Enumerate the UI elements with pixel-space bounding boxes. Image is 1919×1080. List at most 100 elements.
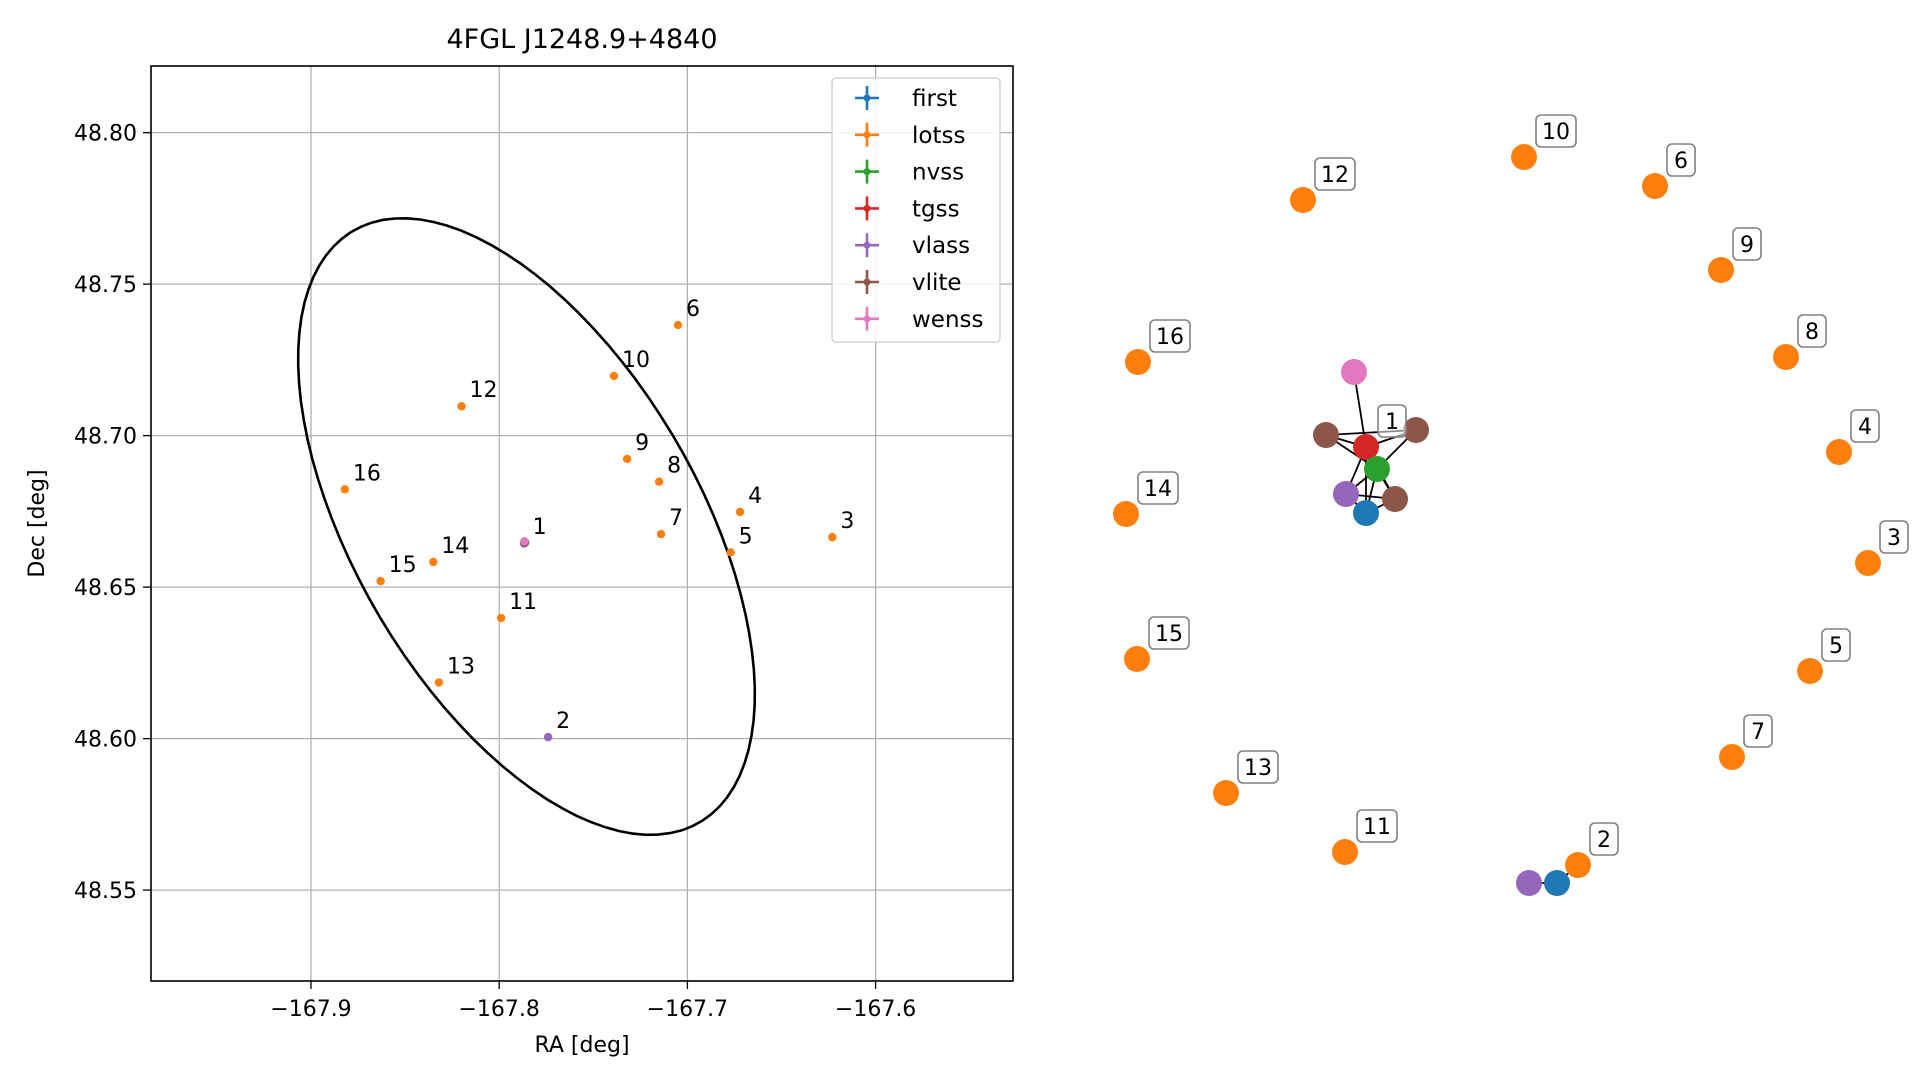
graph-label-box: [1137, 471, 1179, 505]
graph-node-label: 2: [1597, 828, 1611, 853]
graph-node: [1797, 658, 1823, 684]
error-ellipse-layer: [296, 216, 757, 837]
graph-node: [1719, 744, 1745, 770]
legend-label-vlass: vlass: [912, 233, 970, 259]
graph-node: [1353, 500, 1379, 526]
graph-node: [1332, 839, 1358, 865]
graph-label-box: [1821, 628, 1851, 662]
graph-nodes: [1113, 144, 1881, 896]
graph-node-label: 1: [1385, 410, 1399, 435]
point-label-11: 11: [509, 590, 537, 615]
graph-label-box: [1356, 809, 1398, 843]
point-label-8: 8: [667, 454, 681, 479]
legend-label-nvss: nvss: [912, 160, 964, 186]
legend-box: [831, 77, 1001, 343]
graph-label-box: [1850, 409, 1880, 443]
point-label-2: 2: [556, 709, 570, 734]
x-tick-label: −167.7: [647, 997, 728, 1022]
point-lotss-16: [340, 485, 350, 494]
graph-node: [1364, 456, 1390, 482]
source-points: [340, 320, 837, 742]
graph-label-box: [1149, 319, 1191, 353]
graph-label-box: [1314, 157, 1356, 191]
point-lotss-10: [609, 371, 619, 381]
graph-node-label: 15: [1155, 622, 1183, 647]
point-label-15: 15: [389, 553, 417, 578]
graph-node-label: 8: [1805, 320, 1819, 345]
graph-node-label: 13: [1244, 756, 1272, 781]
point-lotss-3: [828, 532, 837, 542]
legend-marker-dot: [863, 204, 871, 212]
point-lotss-6: [673, 320, 683, 330]
legend: first lotss nvss tgss vlass vlite wenss: [831, 77, 1001, 343]
graph-node: [1213, 780, 1239, 806]
graph-node: [1708, 257, 1734, 283]
legend-label-vlite: vlite: [912, 270, 962, 296]
legend-marker-dot: [863, 278, 871, 286]
point-label-10: 10: [622, 348, 650, 373]
point-label-9: 9: [635, 431, 649, 456]
point-label-12: 12: [470, 378, 498, 403]
point-label-1: 1: [533, 515, 547, 540]
point-lotss-13: [434, 678, 444, 687]
y-axis-label: Dec [deg]: [25, 469, 50, 577]
graph-node: [1855, 550, 1881, 576]
point-label-4: 4: [748, 484, 762, 509]
graph-node: [1544, 870, 1570, 896]
graph-node: [1826, 439, 1852, 465]
y-tick-label: 48.75: [74, 273, 137, 298]
graph-label-box: [1377, 404, 1407, 438]
graph-node: [1516, 870, 1542, 896]
graph-node: [1313, 422, 1339, 448]
graph-node: [1642, 173, 1668, 199]
legend-label-wenss: wenss: [912, 307, 984, 333]
x-tick-label: −167.6: [835, 997, 916, 1022]
point-label-14: 14: [441, 534, 469, 559]
point-vlass-2: [543, 732, 553, 742]
x-tick-label: −167.8: [458, 997, 539, 1022]
graph-node-label: 5: [1829, 634, 1843, 659]
y-axis-ticks: 48.55 48.60 48.65 48.70 48.75 48.80: [74, 122, 151, 904]
graph-node: [1403, 417, 1429, 443]
point-lotss-15: [376, 576, 385, 586]
graph-node: [1511, 144, 1537, 170]
error-ellipse: [296, 216, 757, 837]
graph-node-label: 12: [1321, 163, 1349, 188]
point-label-5: 5: [739, 524, 753, 549]
x-axis-label: RA [deg]: [534, 1033, 629, 1058]
graph-node-label: 10: [1542, 120, 1570, 145]
point-lotss-5: [726, 548, 735, 557]
graph-node: [1382, 486, 1408, 512]
point-lotss-8: [654, 477, 664, 486]
point-label-7: 7: [669, 506, 683, 531]
graph-node-label: 6: [1674, 149, 1688, 174]
graph-node-label: 9: [1740, 233, 1754, 258]
graph-label-box: [1237, 750, 1279, 784]
point-label-3: 3: [840, 509, 854, 534]
graph-label-box: [1797, 314, 1827, 348]
point-label-13: 13: [447, 655, 475, 680]
graph-label-box: [1879, 520, 1909, 554]
graph-node-label: 14: [1144, 477, 1172, 502]
graph-label-box: [1148, 616, 1190, 650]
point-lotss-11: [496, 613, 506, 623]
graph-node: [1341, 359, 1367, 385]
point-lotss-9: [622, 454, 632, 464]
point-label-6: 6: [686, 297, 700, 322]
graph-node-label: 11: [1363, 815, 1391, 840]
point-lotss-7: [656, 529, 666, 539]
graph-node: [1773, 344, 1799, 370]
graph-label-box: [1589, 822, 1619, 856]
axes-frame: [150, 65, 1014, 982]
y-tick-label: 48.55: [74, 879, 137, 904]
legend-marker-dot: [863, 241, 871, 249]
graph-node: [1565, 852, 1591, 878]
x-tick-label: −167.9: [270, 997, 351, 1022]
x-axis-ticks: −167.9 −167.8 −167.7 −167.6: [270, 981, 916, 1022]
graph-node: [1290, 187, 1316, 213]
point-wenss-1: [520, 537, 529, 546]
